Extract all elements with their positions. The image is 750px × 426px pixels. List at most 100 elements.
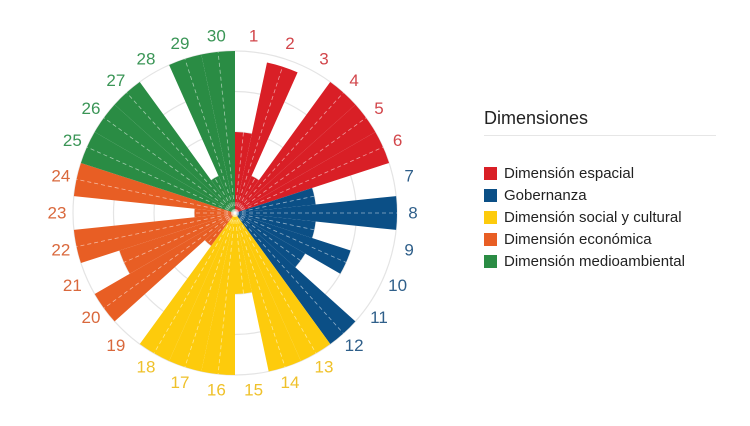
spoke-line: [153, 212, 236, 354]
sector-label-4: 4: [349, 71, 358, 90]
sector-label-18: 18: [137, 358, 156, 377]
legend-swatch-icon: [484, 166, 497, 180]
sector-label-7: 7: [404, 166, 413, 185]
bar-sector-23[interactable]: [194, 208, 236, 218]
sector-label-27: 27: [106, 71, 125, 90]
spoke-line: [234, 92, 344, 214]
sector-label-8: 8: [408, 204, 417, 223]
bar-sector-22[interactable]: [73, 213, 235, 264]
legend-item-medioambiental[interactable]: Dimensión medioambiental: [484, 250, 716, 272]
spoke-line: [86, 146, 236, 214]
bar-sector-24[interactable]: [73, 162, 235, 213]
sector-label-2: 2: [285, 34, 294, 53]
legend-swatch-icon: [484, 210, 497, 224]
sector-label-29: 29: [171, 34, 190, 53]
legend-swatch-icon: [484, 188, 497, 202]
legend-swatch-icon: [484, 254, 497, 268]
chart-spokes: [76, 51, 397, 375]
spoke-line: [234, 212, 347, 263]
sector-label-16: 16: [207, 381, 226, 400]
sector-label-9: 9: [404, 241, 413, 260]
bar-sector-12[interactable]: [235, 213, 356, 345]
bar-sector-30[interactable]: [201, 51, 235, 213]
legend-item-gobernanza[interactable]: Gobernanza: [484, 184, 716, 206]
bar-sector-9[interactable]: [235, 213, 316, 239]
spoke-line: [103, 212, 236, 309]
sector-label-15: 15: [244, 381, 263, 400]
spoke-line: [234, 212, 344, 334]
bar-sector-10[interactable]: [235, 213, 351, 274]
sector-label-5: 5: [374, 99, 383, 118]
spoke-line: [184, 58, 236, 214]
sector-label-28: 28: [137, 49, 156, 68]
bar-sector-6[interactable]: [235, 132, 390, 213]
bar-sector-25[interactable]: [80, 132, 236, 213]
bar-sector-4[interactable]: [235, 81, 356, 214]
spoke-line: [76, 212, 236, 248]
bar-sector-20[interactable]: [94, 213, 235, 322]
legend-item-social-cultural[interactable]: Dimensión social y cultural: [484, 206, 716, 228]
sector-label-23: 23: [48, 204, 67, 223]
sector-label-11: 11: [370, 308, 388, 327]
sector-label-24: 24: [51, 166, 70, 185]
chart-bars: [73, 51, 397, 375]
bar-sector-7[interactable]: [235, 187, 316, 213]
bar-sector-15[interactable]: [235, 213, 252, 294]
sector-label-13: 13: [315, 358, 334, 377]
legend-swatch-icon: [484, 232, 497, 246]
bar-sector-5[interactable]: [235, 104, 376, 213]
sector-label-22: 22: [51, 241, 70, 260]
legend-item-label: Dimensión medioambiental: [504, 252, 685, 270]
sector-label-26: 26: [82, 99, 101, 118]
spoke-line: [234, 212, 286, 368]
sector-label-30: 30: [207, 26, 226, 45]
sector-label-3: 3: [319, 49, 328, 68]
bar-sector-11[interactable]: [235, 213, 306, 268]
spoke-line: [184, 212, 236, 368]
bar-sector-3[interactable]: [235, 176, 259, 213]
spoke-line: [234, 117, 367, 214]
sector-label-21: 21: [63, 276, 82, 295]
legend-title: Dimensiones: [484, 108, 716, 136]
sector-label-12: 12: [345, 336, 364, 355]
bar-sector-13[interactable]: [235, 213, 331, 361]
legend: Dimensiones Dimensión espacial Gobernanz…: [484, 108, 716, 272]
legend-item-label: Dimensión espacial: [504, 164, 635, 182]
bar-sector-2[interactable]: [235, 62, 298, 213]
bar-sector-29[interactable]: [169, 54, 235, 214]
bar-sector-26[interactable]: [94, 104, 235, 213]
sector-label-1: 1: [249, 26, 258, 45]
legend-items: Dimensión espacial Gobernanza Dimensión …: [484, 162, 716, 272]
spoke-line: [103, 117, 236, 214]
spoke-line: [234, 66, 283, 214]
sector-label-19: 19: [106, 336, 125, 355]
sector-label-10: 10: [388, 276, 407, 295]
legend-item-label: Dimensión económica: [504, 230, 652, 248]
legend-item-label: Dimensión social y cultural: [504, 208, 682, 226]
spoke-line: [234, 212, 317, 354]
spoke-line: [76, 178, 236, 214]
sector-label-20: 20: [82, 308, 101, 327]
sector-label-25: 25: [63, 131, 82, 150]
chart-sector-labels: 1 234567891011121314151617181920212223242…: [48, 26, 418, 399]
sector-label-14: 14: [281, 373, 300, 392]
legend-item-economica[interactable]: Dimensión económica: [484, 228, 716, 250]
spoke-line: [234, 146, 384, 214]
bar-sector-16[interactable]: [201, 213, 235, 375]
bar-sector-14[interactable]: [235, 213, 301, 372]
bar-sector-1[interactable]: [235, 132, 252, 213]
bar-sector-18[interactable]: [139, 213, 235, 361]
spoke-line: [217, 212, 236, 375]
spoke-line: [217, 51, 236, 214]
bar-sector-27[interactable]: [114, 81, 235, 214]
bar-sector-17[interactable]: [169, 213, 235, 372]
legend-item-espacial[interactable]: Dimensión espacial: [484, 162, 716, 184]
spoke-line: [123, 212, 236, 263]
sector-label-6: 6: [393, 131, 402, 150]
spoke-line: [126, 92, 236, 214]
legend-item-label: Gobernanza: [504, 186, 587, 204]
bar-sector-28[interactable]: [211, 176, 235, 213]
bar-sector-21[interactable]: [119, 213, 235, 274]
sector-label-17: 17: [171, 373, 190, 392]
